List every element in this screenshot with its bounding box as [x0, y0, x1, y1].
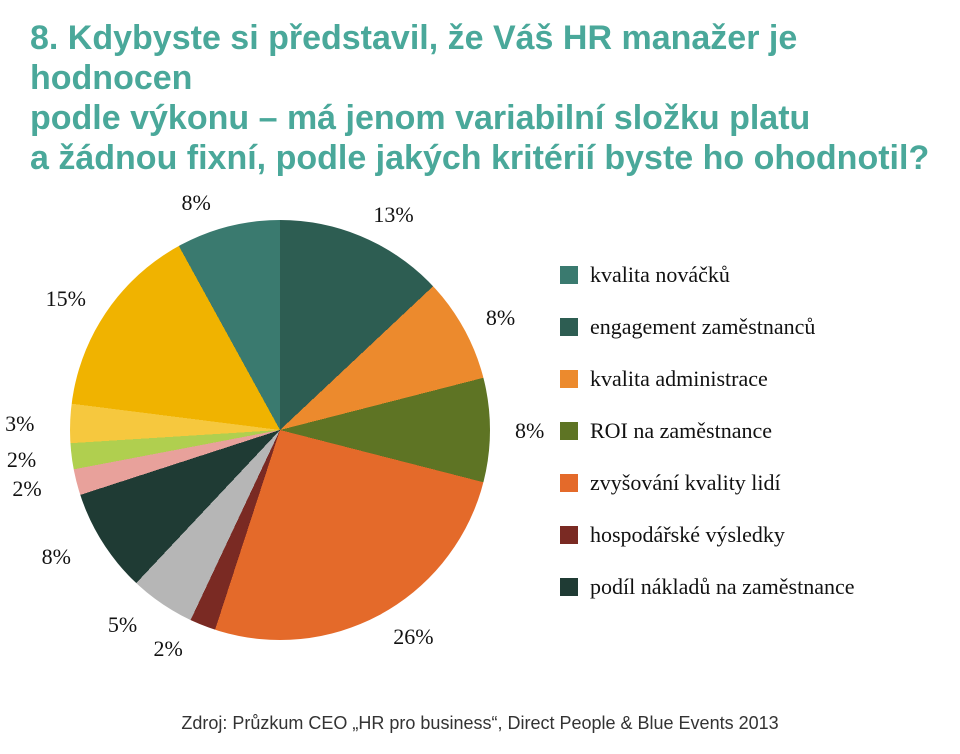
legend-label: hospodářské výsledky	[590, 522, 785, 548]
legend-item: podíl nákladů na zaměstnance	[560, 574, 930, 600]
pie-chart: 2%2%3%15%8%13%8%8%26%2%5%8%	[70, 220, 490, 640]
slice-label: 26%	[393, 624, 433, 650]
page-title: 8. Kdybyste si představil, že Váš HR man…	[30, 18, 930, 178]
slice-label: 3%	[5, 411, 34, 437]
legend-item: kvalita administrace	[560, 366, 930, 392]
page: 8. Kdybyste si představil, že Váš HR man…	[0, 0, 960, 754]
legend-label: ROI na zaměstnance	[590, 418, 772, 444]
legend-swatch	[560, 526, 578, 544]
slice-label: 5%	[108, 612, 137, 638]
legend-label: zvyšování kvality lidí	[590, 470, 781, 496]
legend-item: kvalita nováčků	[560, 262, 930, 288]
slice-label: 8%	[515, 418, 544, 444]
slice-label: 13%	[373, 202, 413, 228]
legend-label: podíl nákladů na zaměstnance	[590, 574, 855, 600]
legend-swatch	[560, 578, 578, 596]
slice-label: 8%	[486, 305, 515, 331]
source-text: Zdroj: Průzkum CEO „HR pro business“, Di…	[0, 713, 960, 734]
slice-label: 8%	[182, 190, 211, 216]
legend-item: ROI na zaměstnance	[560, 418, 930, 444]
legend-swatch	[560, 422, 578, 440]
legend-swatch	[560, 474, 578, 492]
legend-swatch	[560, 318, 578, 336]
slice-label: 15%	[46, 286, 86, 312]
legend-item: zvyšování kvality lidí	[560, 470, 930, 496]
legend-swatch	[560, 266, 578, 284]
slice-label: 8%	[42, 544, 71, 570]
slice-label: 2%	[7, 447, 36, 473]
slice-label: 2%	[153, 636, 182, 662]
legend-label: kvalita nováčků	[590, 262, 730, 288]
legend-item: hospodářské výsledky	[560, 522, 930, 548]
legend-item: engagement zaměstnanců	[560, 314, 930, 340]
slice-label: 2%	[12, 476, 41, 502]
legend-label: engagement zaměstnanců	[590, 314, 815, 340]
pie-canvas	[70, 220, 490, 640]
legend-label: kvalita administrace	[590, 366, 768, 392]
legend: kvalita nováčků engagement zaměstnanců kva…	[560, 262, 930, 626]
legend-swatch	[560, 370, 578, 388]
